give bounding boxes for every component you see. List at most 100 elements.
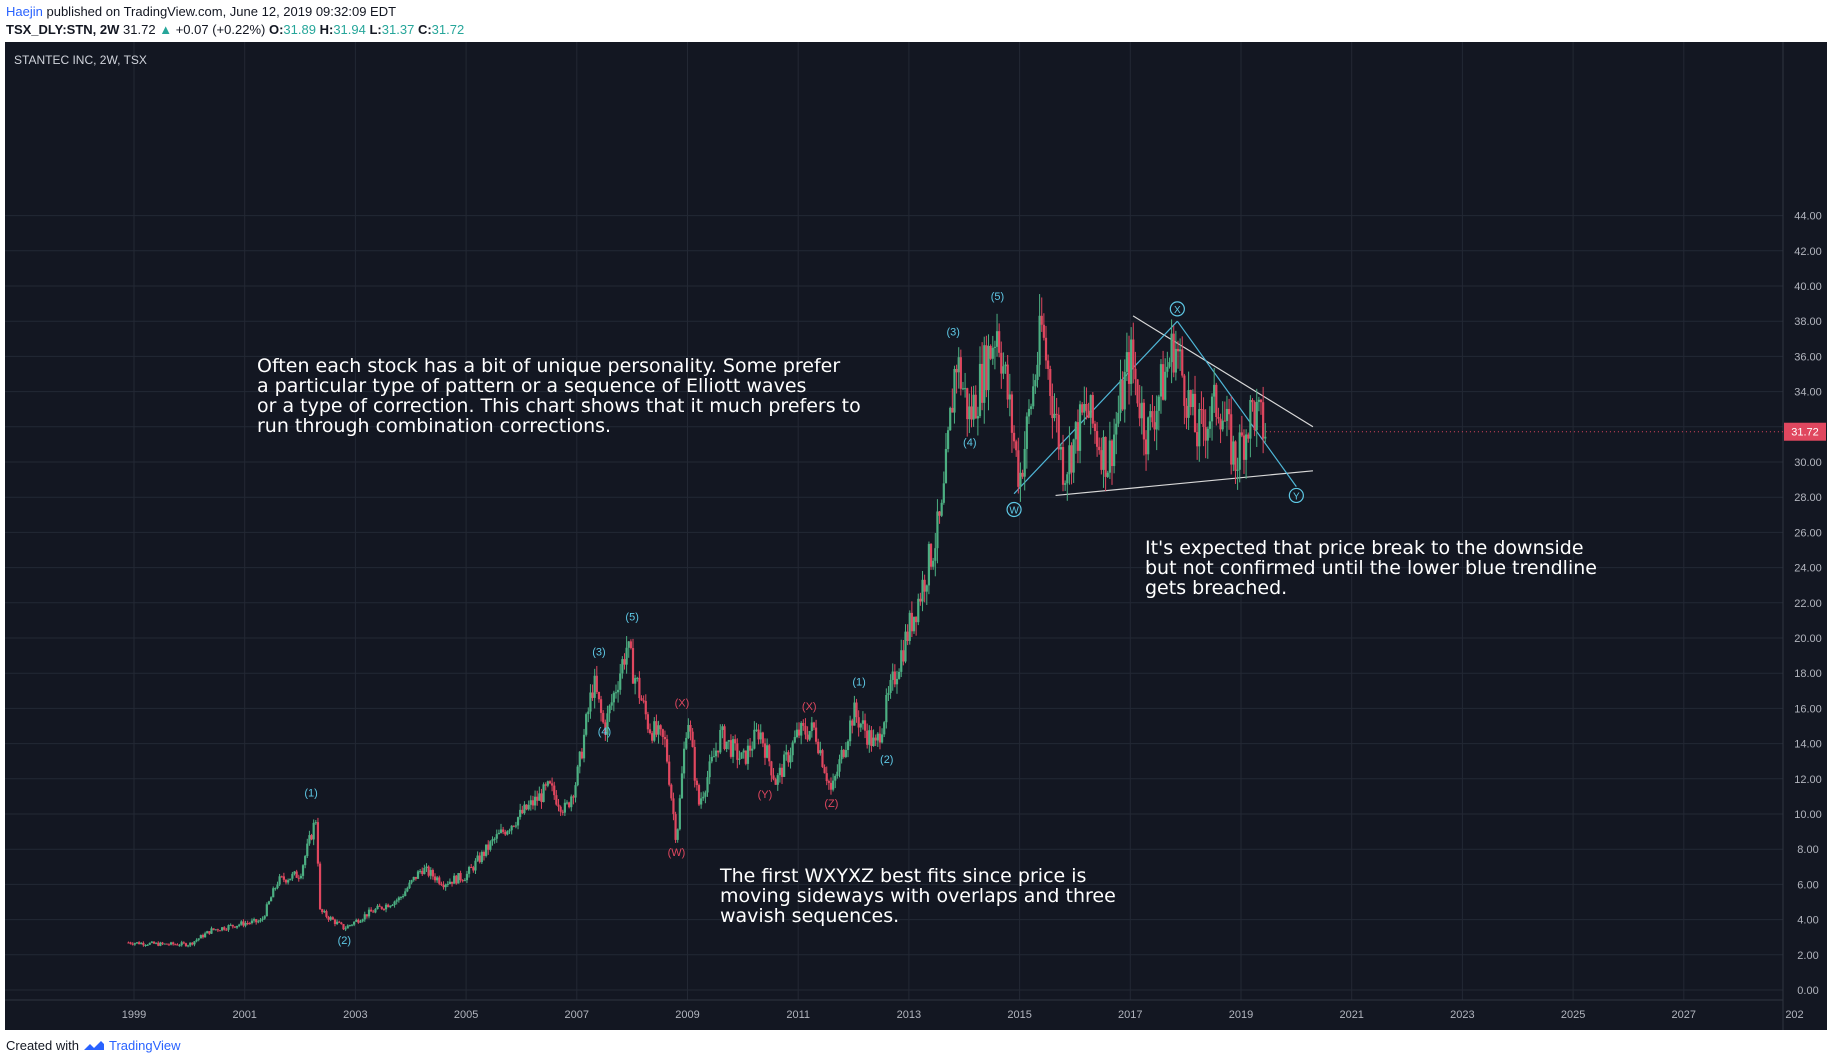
- candle-body: [1181, 349, 1184, 376]
- candle-body: [785, 752, 788, 755]
- candle-body: [1215, 384, 1218, 417]
- candle-body: [849, 720, 852, 742]
- open-value: 31.89: [283, 22, 316, 37]
- candle-body: [1170, 333, 1173, 363]
- candle-body: [902, 650, 905, 662]
- y-tick-label: 2.00: [1797, 950, 1818, 962]
- candle-body: [623, 659, 626, 665]
- candle-body: [1115, 423, 1118, 435]
- created-with-text: Created with: [6, 1038, 79, 1053]
- candle-body: [325, 911, 328, 917]
- candle-body: [1208, 421, 1212, 429]
- wave-label: (3): [946, 326, 959, 338]
- candle-body: [531, 800, 535, 806]
- candle-body: [189, 942, 192, 946]
- candle-body: [1110, 440, 1114, 467]
- candle-body: [446, 883, 449, 885]
- candle-body: [246, 923, 249, 925]
- candle-body: [521, 809, 524, 814]
- candle-body: [1200, 409, 1203, 411]
- candle-body: [167, 944, 171, 946]
- candle-body: [800, 722, 803, 736]
- tradingview-logo-icon: [83, 1040, 104, 1050]
- candle-body: [891, 671, 894, 681]
- candle-body: [546, 781, 549, 786]
- candle-body: [457, 873, 460, 884]
- candle-body: [527, 804, 530, 810]
- annotation-line: Often each stock has a bit of unique per…: [257, 355, 840, 377]
- candle-body: [878, 733, 882, 743]
- candle-body: [278, 876, 281, 885]
- candle-body: [804, 725, 807, 735]
- candle-body: [331, 917, 334, 920]
- y-tick-label: 14.00: [1794, 739, 1822, 751]
- candle-body: [791, 742, 794, 756]
- candle-body: [387, 904, 390, 908]
- wave-label: (3): [592, 647, 605, 659]
- candle-body: [568, 802, 571, 808]
- candle-body: [1245, 434, 1248, 460]
- candle-body: [968, 406, 971, 420]
- candle-body: [1151, 411, 1154, 423]
- candle-body: [367, 909, 371, 917]
- candle-body: [904, 631, 907, 662]
- candle-body: [363, 914, 366, 920]
- candle-body: [838, 759, 841, 772]
- candle-body: [627, 641, 630, 648]
- candle-body: [344, 928, 347, 930]
- candle-body: [972, 394, 975, 420]
- candle-body: [595, 675, 598, 692]
- candle-body: [1240, 432, 1243, 436]
- y-tick-label: 28.00: [1794, 492, 1822, 504]
- price-axis-panel[interactable]: [1783, 42, 1827, 1030]
- candle-body: [459, 873, 462, 881]
- candle-body: [233, 926, 237, 928]
- candle-body: [589, 692, 592, 712]
- y-tick-label: 16.00: [1794, 703, 1822, 715]
- candle-body: [146, 944, 149, 946]
- candle-body: [1202, 409, 1205, 428]
- candle-body: [353, 921, 356, 925]
- candle-body: [1100, 450, 1103, 470]
- up-arrow-icon: ▲: [159, 22, 173, 37]
- candle-body: [504, 831, 507, 835]
- candle-body: [1183, 375, 1186, 406]
- y-tick-label: 4.00: [1797, 915, 1818, 927]
- candle-body: [250, 920, 254, 924]
- price-chart[interactable]: (1) (2) (3) (4) (5) (X) (W) (Y) (X) (Z) (1) (2) (3) (…: [0, 42, 1832, 1032]
- candle-body: [959, 357, 962, 389]
- candle-body: [885, 695, 888, 723]
- candle-body: [1061, 447, 1065, 485]
- wave-circle-label: Y: [1293, 491, 1300, 502]
- y-tick-label: 20.00: [1794, 633, 1822, 645]
- open-label: O:: [268, 22, 284, 37]
- candle-body: [642, 700, 645, 702]
- candle-body: [1134, 368, 1137, 380]
- candle-body: [463, 880, 466, 882]
- author-link[interactable]: Haejin: [6, 4, 43, 19]
- candle-body: [1057, 414, 1060, 450]
- candle-body: [384, 904, 388, 910]
- annotation-line: but not confirmed until the lower blue t…: [1145, 557, 1597, 579]
- candle-body: [519, 809, 522, 818]
- candle-body: [238, 924, 241, 926]
- candle-body: [653, 721, 656, 741]
- candle-body: [1051, 395, 1054, 419]
- x-tick-label: 2001: [232, 1009, 256, 1021]
- candle-body: [525, 804, 528, 810]
- publish-text: published on TradingView.com, June 12, 2…: [46, 4, 397, 19]
- last-price: 31.72: [123, 22, 156, 37]
- candle-body: [440, 883, 443, 886]
- candle-body: [614, 692, 618, 694]
- candle-body: [857, 717, 860, 728]
- annotation-line: wavish sequences.: [720, 905, 899, 927]
- candle-body: [944, 449, 948, 484]
- candle-body: [1242, 435, 1246, 460]
- candle-body: [197, 938, 200, 940]
- y-tick-label: 18.00: [1794, 668, 1822, 680]
- candle-body: [923, 579, 926, 592]
- candle-body: [172, 942, 175, 945]
- tradingview-link[interactable]: TradingView: [108, 1038, 181, 1053]
- candle-body: [291, 873, 294, 879]
- candle-body: [964, 388, 967, 390]
